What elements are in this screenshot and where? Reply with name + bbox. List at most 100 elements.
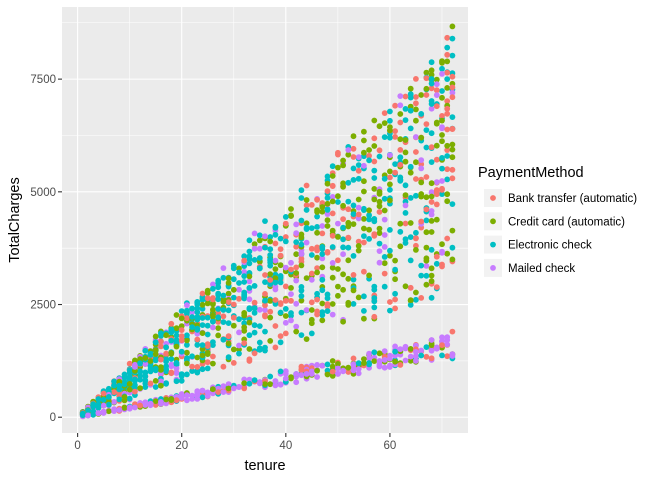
scatter-point [355,366,362,372]
scatter-point [355,238,362,245]
scatter-point [355,175,362,182]
scatter-point [428,76,435,82]
scatter-point [90,408,97,415]
scatter-point [371,298,378,305]
scatter-point [230,314,237,321]
scatter-point [402,240,409,246]
scatter-point [308,276,315,283]
scatter-point [345,257,352,264]
scatter-point [277,300,284,306]
scatter-point [397,346,404,353]
scatter-point [449,114,456,120]
scatter-point [324,207,331,213]
scatter-point [230,301,237,308]
scatter-point [418,179,425,186]
scatter-point [199,387,206,394]
scatter-point [319,264,326,271]
scatter-point [267,308,274,315]
scatter-point [277,262,284,269]
scatter-point [282,220,289,227]
scatter-point [199,315,206,321]
scatter-point [423,263,430,269]
scatter-point [152,333,159,340]
scatter-point [433,81,440,88]
scatter-point [340,271,346,278]
scatter-point [345,179,352,186]
scatter-point [439,94,445,101]
scatter-point [402,93,409,100]
scatter-point [433,76,440,83]
scatter-point [444,69,451,76]
scatter-point [267,246,274,253]
scatter-point [397,228,404,235]
scatter-point [137,360,144,366]
scatter-point [418,157,425,164]
scatter-point [366,147,372,153]
scatter-point [314,311,320,318]
scatter-point [439,241,445,248]
scatter-point [282,319,289,326]
scatter-point [262,233,268,240]
scatter-point [246,278,253,285]
scatter-point [142,380,149,387]
scatter-point [324,180,331,187]
scatter-point [184,342,190,348]
scatter-point [256,232,263,239]
scatter-point [158,343,164,350]
scatter-point [444,44,451,51]
scatter-point [423,344,430,350]
scatter-point [251,299,258,306]
scatter-point [168,320,175,327]
scatter-point [392,257,398,264]
scatter-point [210,306,216,313]
scatter-point [246,319,253,326]
scatter-point [335,151,341,158]
scatter-point [449,141,456,148]
scatter-point [350,145,357,152]
scatter-point [423,206,430,213]
scatter-point [277,333,284,339]
scatter-point [204,314,211,321]
legend: PaymentMethod Bank transfer (automatic) C… [478,165,637,277]
scatter-point [371,158,378,165]
scatter-point [246,285,253,291]
scatter-point [308,270,315,277]
scatter-point [423,244,430,251]
scatter-point [381,357,388,363]
scatter-point [288,374,294,380]
scatter-point [267,252,274,258]
scatter-point [178,323,185,329]
scatter-point [439,132,445,138]
legend-title: PaymentMethod [478,165,584,181]
scatter-point [262,297,268,304]
scatter-point [163,332,170,339]
scatter-point [423,144,430,151]
scatter-point [210,301,216,308]
scatter-point [444,176,451,183]
scatter-point [387,307,393,314]
scatter-point [251,305,258,312]
scatter-point [158,382,164,389]
scatter-point [381,216,388,223]
scatter-point [189,314,196,320]
scatter-point [256,345,263,352]
scatter-point [262,307,268,313]
scatter-point [147,352,154,358]
scatter-point [407,297,414,303]
scatter-point [444,353,451,360]
scatter-point [413,353,419,360]
scatter-point [449,94,456,101]
scatter-point [371,286,378,293]
scatter-point [288,285,294,291]
scatter-point [361,233,367,240]
scatter-point [272,279,279,286]
scatter-point [402,343,409,350]
scatter-point [267,281,274,287]
scatter-point [262,381,268,387]
scatter-point [439,58,445,64]
scatter-point [428,85,435,92]
scatter-point [381,348,388,354]
scatter-point [335,292,341,299]
scatter-point [376,147,383,154]
scatter-point [308,371,315,377]
